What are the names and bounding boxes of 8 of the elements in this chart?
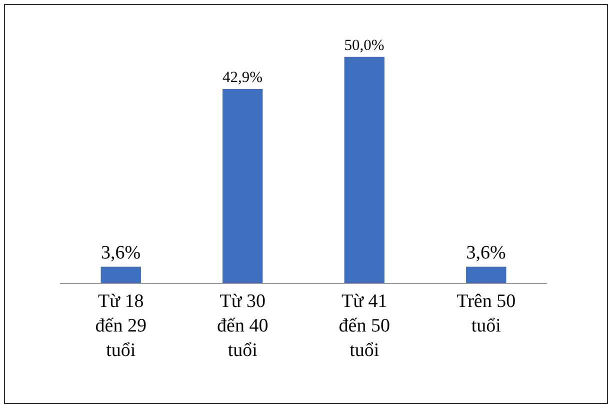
x-tick-label: Từ 30 đến 40 tuổi [217,290,268,362]
x-tick-label: Từ 18 đến 29 tuổi [95,290,146,362]
x-tick-label: Trên 50 tuổi [456,290,516,336]
data-label: 42,9% [222,68,263,86]
x-tick-label: Từ 41 đến 50 tuổi [338,290,390,362]
data-label: 3,6% [466,242,506,264]
data-label: 3,6% [101,242,141,264]
data-label: 50,0% [344,36,384,54]
